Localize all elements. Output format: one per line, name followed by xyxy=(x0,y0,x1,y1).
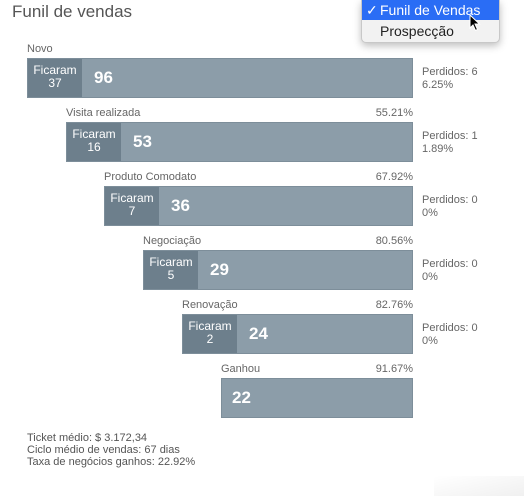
lost-info: Perdidos: 6 6.25% xyxy=(422,66,478,92)
funnel-summary: Ticket médio: $ 3.172,34 Ciclo médio de … xyxy=(27,432,195,468)
stage-count: 96 xyxy=(94,68,113,87)
page-title: Funil de vendas xyxy=(12,2,133,21)
lost-pct: 0% xyxy=(422,335,438,347)
lost-pct: 6.25% xyxy=(422,79,454,91)
stage-bar-renovacao[interactable]: Ficaram 2 24 xyxy=(182,314,413,354)
stage-pct: 91.67% xyxy=(375,363,413,375)
stage-name: Ganhou xyxy=(221,363,261,375)
stayed-box: Ficaram 2 xyxy=(183,315,237,353)
lost-label: Perdidos: 0 xyxy=(422,258,478,270)
stage-count: 53 xyxy=(133,132,152,151)
average-ticket: Ticket médio: $ 3.172,34 xyxy=(27,432,148,444)
stage-name: Novo xyxy=(27,43,53,55)
stayed-count: 2 xyxy=(206,332,214,346)
mouse-cursor-icon xyxy=(469,14,481,32)
stage-pct: 80.56% xyxy=(375,235,413,247)
stayed-label: Ficaram xyxy=(188,319,232,333)
checkmark-icon: ✓ xyxy=(366,2,378,18)
lost-info: Perdidos: 0 0% xyxy=(422,322,478,348)
menu-item-funil-de-vendas[interactable]: ✓ Funil de Vendas xyxy=(362,0,499,20)
lost-label: Perdidos: 1 xyxy=(422,130,478,142)
stayed-label: Ficaram xyxy=(33,63,77,77)
stage-name: Visita realizada xyxy=(66,107,141,119)
stayed-box: Ficaram 16 xyxy=(67,123,121,161)
stage-name: Renovação xyxy=(182,299,238,311)
lost-info: Perdidos: 0 0% xyxy=(422,194,478,220)
stage-pct: 67.92% xyxy=(375,171,413,183)
lost-info: Perdidos: 1 1.89% xyxy=(422,130,478,156)
stayed-box: Ficaram 5 xyxy=(144,251,198,289)
lost-pct: 1.89% xyxy=(422,143,454,155)
stage-pct: 55.21% xyxy=(375,107,413,119)
stage-count: 22 xyxy=(232,388,251,407)
stage-name: Produto Comodato xyxy=(104,171,197,183)
stage-name: Negociação xyxy=(143,235,202,247)
stayed-count: 16 xyxy=(87,140,101,154)
stage-pct: 82.76% xyxy=(375,299,413,311)
menu-item-label: Funil de Vendas xyxy=(380,2,481,18)
win-rate: Taxa de negócios ganhos: 22.92% xyxy=(27,456,196,468)
stage-count: 24 xyxy=(249,324,268,343)
stage-bar-novo[interactable]: Ficaram 37 96 xyxy=(27,58,413,98)
stage-bar-negociacao[interactable]: Ficaram 5 29 xyxy=(143,250,413,290)
lost-pct: 0% xyxy=(422,207,438,219)
stage-bar-ganhou[interactable]: 22 xyxy=(221,378,413,418)
lost-info: Perdidos: 0 0% xyxy=(422,258,478,284)
stayed-label: Ficaram xyxy=(110,191,154,205)
stayed-label: Ficaram xyxy=(72,127,116,141)
menu-item-label: Prospecção xyxy=(380,23,454,39)
lost-pct: 0% xyxy=(422,271,438,283)
lost-label: Perdidos: 0 xyxy=(422,194,478,206)
stage-bar-visita-realizada[interactable]: Ficaram 16 53 xyxy=(66,122,413,162)
stage-bar-produto-comodato[interactable]: Ficaram 7 36 xyxy=(104,186,413,226)
stage-count: 36 xyxy=(171,196,190,215)
menu-item-prospeccao[interactable]: Prospecção xyxy=(362,21,499,41)
stayed-box: Ficaram 37 xyxy=(28,59,82,97)
stage-count: 29 xyxy=(210,260,229,279)
lost-label: Perdidos: 0 xyxy=(422,322,478,334)
stayed-box: Ficaram 7 xyxy=(105,187,159,225)
average-sales-cycle: Ciclo médio de vendas: 67 dias xyxy=(27,444,180,456)
stayed-count: 37 xyxy=(48,76,62,90)
lost-label: Perdidos: 6 xyxy=(422,66,478,78)
stayed-label: Ficaram xyxy=(149,255,193,269)
stayed-count: 5 xyxy=(167,268,175,282)
window-shadow xyxy=(434,476,524,496)
stayed-count: 7 xyxy=(128,204,136,218)
